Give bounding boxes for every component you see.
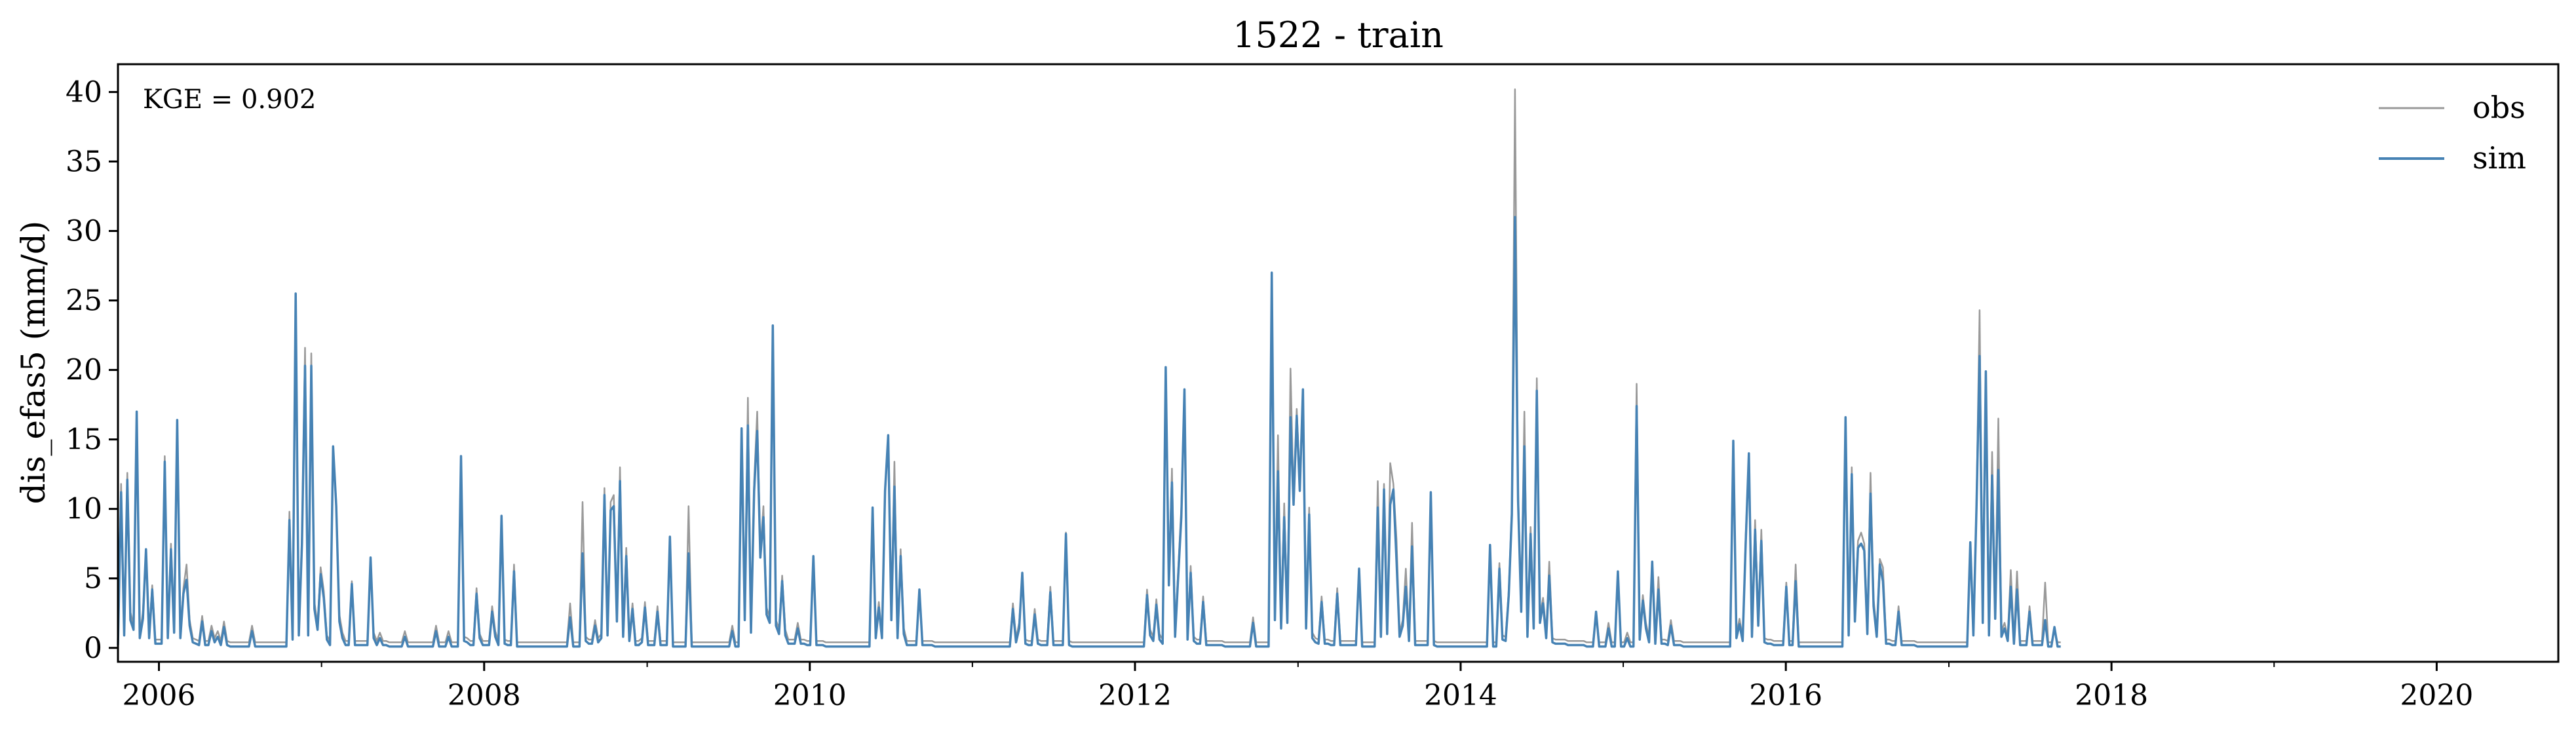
x-tick-label: 2014 xyxy=(1424,679,1497,712)
series-layer xyxy=(117,88,2061,648)
y-tick-label: 10 xyxy=(66,493,102,526)
x-tick-label: 2016 xyxy=(1749,679,1822,712)
y-tick-label: 30 xyxy=(66,215,102,248)
y-tick-label: 25 xyxy=(66,284,102,318)
x-tick-label: 2006 xyxy=(123,679,196,712)
x-tick-label: 2010 xyxy=(773,679,847,712)
x-tick-label: 2012 xyxy=(1098,679,1172,712)
y-tick-label: 15 xyxy=(66,423,102,457)
chart-title: 1522 - train xyxy=(1233,14,1444,56)
y-tick-label: 35 xyxy=(66,145,102,178)
y-axis: 0 5 10 15 20 25 30 35 40 xyxy=(66,75,118,665)
plot-frame xyxy=(117,63,2560,663)
y-tick-label: 40 xyxy=(66,75,102,109)
x-tick-label: 2018 xyxy=(2075,679,2148,712)
series-line-sim xyxy=(117,216,2061,648)
kge-annotation: KGE = 0.902 xyxy=(143,85,317,115)
y-tick-label: 5 xyxy=(84,562,102,596)
x-axis: 2006 2008 2010 2012 2014 2016 2018 2020 xyxy=(123,662,2473,712)
legend: obs sim xyxy=(2379,90,2526,176)
legend-label-sim: sim xyxy=(2472,140,2526,176)
x-tick-label: 2020 xyxy=(2400,679,2473,712)
y-axis-label: dis_efas5 (mm/d) xyxy=(14,221,52,505)
y-tick-label: 0 xyxy=(84,632,102,665)
legend-label-obs: obs xyxy=(2472,90,2526,125)
x-tick-label: 2008 xyxy=(448,679,521,712)
y-tick-label: 20 xyxy=(66,354,102,387)
